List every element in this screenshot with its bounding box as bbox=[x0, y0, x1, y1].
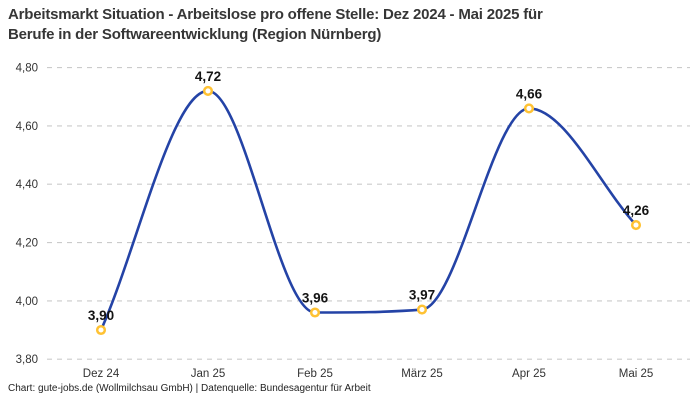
y-tick-label: 3,80 bbox=[16, 354, 38, 366]
y-tick-label: 4,00 bbox=[16, 296, 38, 308]
x-tick-label: Mai 25 bbox=[619, 368, 654, 380]
data-point-label: 3,96 bbox=[302, 291, 329, 306]
data-point-marker bbox=[416, 304, 428, 315]
data-point-label: 4,66 bbox=[516, 86, 543, 101]
data-point-marker bbox=[309, 307, 321, 318]
x-tick-label: März 25 bbox=[401, 368, 443, 380]
x-tick-label: Jan 25 bbox=[191, 368, 226, 380]
x-tick-label: Feb 25 bbox=[297, 368, 333, 380]
y-tick-label: 4,40 bbox=[16, 179, 38, 191]
data-point-marker bbox=[202, 85, 214, 96]
data-point-label: 4,26 bbox=[623, 203, 650, 218]
data-point-marker bbox=[95, 324, 107, 336]
y-tick-label: 4,20 bbox=[16, 238, 38, 250]
y-tick-label: 4,80 bbox=[16, 63, 38, 75]
data-point-label: 3,90 bbox=[88, 308, 114, 323]
data-point-marker bbox=[523, 103, 535, 114]
chart-credit: Chart: gute-jobs.de (Wollmilchsau GmbH) … bbox=[8, 383, 371, 394]
chart-title-line-1: Arbeitsmarkt Situation - Arbeitslose pro… bbox=[8, 6, 543, 23]
chart-title-line-2: Berufe in der Softwareentwicklung (Regio… bbox=[8, 26, 382, 43]
series-line bbox=[99, 89, 638, 332]
data-point-label: 4,72 bbox=[195, 69, 221, 84]
y-tick-label: 4,60 bbox=[16, 121, 38, 133]
x-tick-label: Dez 24 bbox=[83, 368, 120, 380]
x-tick-label: Apr 25 bbox=[512, 368, 546, 380]
data-point-label: 3,97 bbox=[409, 288, 435, 303]
data-point-marker bbox=[630, 220, 642, 231]
chart-title: Arbeitsmarkt Situation - Arbeitslose pro… bbox=[8, 5, 694, 45]
